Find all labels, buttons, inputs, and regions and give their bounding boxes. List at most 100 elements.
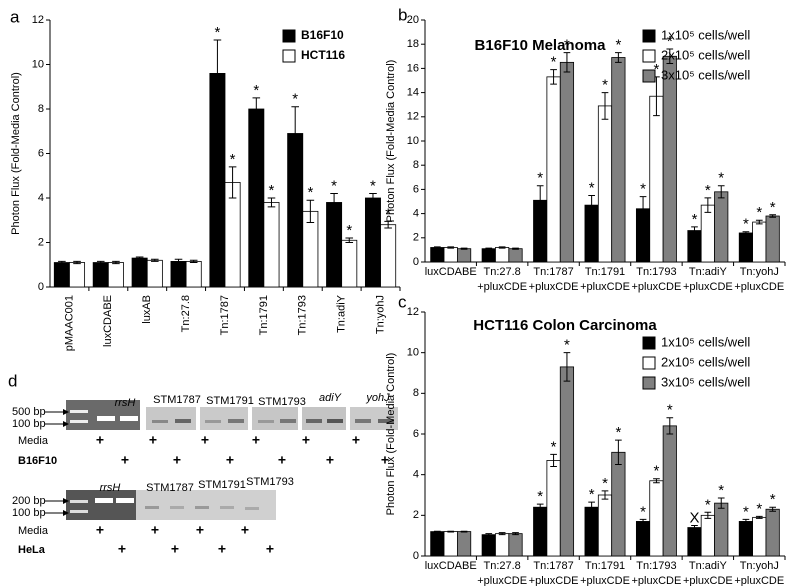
x-tick-label: Tn:yohJ bbox=[374, 295, 386, 334]
significance-mark: * bbox=[640, 181, 646, 198]
lane-mark: + bbox=[381, 452, 389, 468]
error-bar bbox=[717, 497, 725, 509]
lane-mark: + bbox=[151, 522, 159, 538]
significance-mark: * bbox=[654, 463, 660, 480]
significance-mark: * bbox=[551, 438, 557, 455]
significance-mark: * bbox=[589, 486, 595, 503]
x-tick-label: Tn:1787 bbox=[533, 560, 573, 572]
error-bar bbox=[755, 219, 763, 225]
bar bbox=[131, 257, 148, 288]
x-tick-label: +pluxCDE bbox=[580, 281, 630, 293]
size-marker: 100 bp bbox=[12, 418, 46, 430]
error-bar bbox=[384, 220, 392, 229]
lane-mark: + bbox=[171, 541, 179, 557]
bar bbox=[146, 259, 163, 288]
x-tick-label: luxAB bbox=[141, 295, 153, 324]
panel-label: d bbox=[8, 371, 17, 390]
bar bbox=[752, 221, 767, 263]
bar bbox=[738, 521, 754, 557]
lane-mark: + bbox=[149, 432, 157, 448]
bar bbox=[546, 76, 561, 263]
error-bar bbox=[588, 194, 595, 216]
legend-swatch bbox=[282, 29, 296, 43]
chart-title: B16F10 Melanoma bbox=[475, 37, 607, 54]
x-tick-label: +pluxCDE bbox=[683, 281, 733, 293]
panel-label: c bbox=[398, 292, 407, 311]
significance-mark: * bbox=[667, 402, 673, 419]
significance-mark: * bbox=[346, 222, 352, 239]
significance-mark: * bbox=[269, 182, 275, 199]
bar bbox=[584, 506, 599, 557]
error-bar bbox=[550, 453, 557, 468]
bar bbox=[611, 57, 626, 263]
significance-mark: * bbox=[692, 211, 698, 228]
error-bar bbox=[174, 258, 183, 265]
legend-label: 1x10⁵ cells/well bbox=[661, 27, 750, 42]
y-tick-label: 12 bbox=[407, 111, 419, 123]
significance-mark: X bbox=[689, 509, 699, 526]
bar bbox=[341, 239, 358, 288]
x-tick-label: Tn:1787 bbox=[533, 266, 573, 278]
bar bbox=[326, 202, 343, 288]
error-bar bbox=[691, 525, 698, 531]
lane-label: STM1787 bbox=[153, 394, 201, 406]
lane-mark: + bbox=[201, 432, 209, 448]
y-tick-label: 20 bbox=[407, 14, 419, 26]
y-tick-label: 0 bbox=[413, 550, 419, 562]
x-tick-label: Tn:27.8 bbox=[483, 560, 520, 572]
error-bar bbox=[96, 260, 105, 265]
error-bar bbox=[769, 214, 776, 218]
significance-mark: * bbox=[564, 337, 570, 354]
significance-mark: * bbox=[667, 33, 673, 50]
x-tick-label: Tn:1793 bbox=[636, 560, 676, 572]
bar bbox=[597, 494, 613, 557]
error-bar bbox=[512, 247, 519, 250]
y-tick-label: 6 bbox=[413, 428, 419, 440]
bar bbox=[649, 480, 664, 557]
size-marker: 100 bp bbox=[12, 507, 46, 519]
y-tick-label: 2 bbox=[38, 236, 44, 248]
legend-label: HCT116 bbox=[301, 48, 345, 62]
error-bar bbox=[512, 532, 519, 536]
row-label: HeLa bbox=[18, 544, 46, 556]
y-tick-label: 4 bbox=[413, 469, 419, 481]
error-bar bbox=[135, 256, 144, 260]
error-bar bbox=[639, 196, 647, 222]
y-tick-label: 0 bbox=[38, 281, 44, 293]
lane-mark: + bbox=[173, 452, 181, 468]
x-tick-label: +pluxCDE bbox=[632, 281, 682, 293]
y-tick-label: 16 bbox=[407, 62, 419, 74]
bar bbox=[364, 197, 381, 288]
chart-title: HCT116 Colon Carcinoma bbox=[473, 317, 657, 334]
bar bbox=[559, 366, 575, 557]
significance-mark: * bbox=[615, 424, 621, 441]
lane-label: STM1787 bbox=[146, 482, 194, 494]
bar bbox=[380, 224, 397, 288]
significance-mark: * bbox=[370, 178, 376, 195]
bar bbox=[649, 95, 664, 263]
y-tick-label: 0 bbox=[413, 256, 419, 268]
error-bar bbox=[58, 260, 66, 265]
error-bar bbox=[228, 166, 237, 199]
error-bar bbox=[485, 533, 493, 537]
y-tick-label: 4 bbox=[38, 192, 44, 204]
legend-swatch bbox=[642, 69, 656, 83]
error-bar bbox=[717, 185, 725, 199]
error-bar bbox=[536, 503, 544, 511]
x-tick-label: Tn:1793 bbox=[297, 295, 309, 335]
x-tick-label: Tn:1791 bbox=[585, 560, 625, 572]
lane-label: STM1793 bbox=[246, 476, 294, 488]
error-bar bbox=[291, 106, 299, 161]
legend-label: 3x10⁵ cells/well bbox=[661, 374, 750, 389]
error-bar bbox=[498, 246, 506, 249]
y-axis-label: Photon Flux (Fold-Media Control) bbox=[10, 72, 22, 235]
error-bar bbox=[536, 185, 544, 216]
x-tick-label: luxCDABE bbox=[425, 560, 477, 572]
row-label: B16F10 bbox=[18, 455, 57, 467]
error-bar bbox=[213, 39, 222, 108]
x-tick-label: +pluxCDE bbox=[734, 281, 784, 293]
bar bbox=[430, 247, 445, 263]
bar bbox=[687, 230, 702, 263]
bar bbox=[170, 261, 187, 288]
